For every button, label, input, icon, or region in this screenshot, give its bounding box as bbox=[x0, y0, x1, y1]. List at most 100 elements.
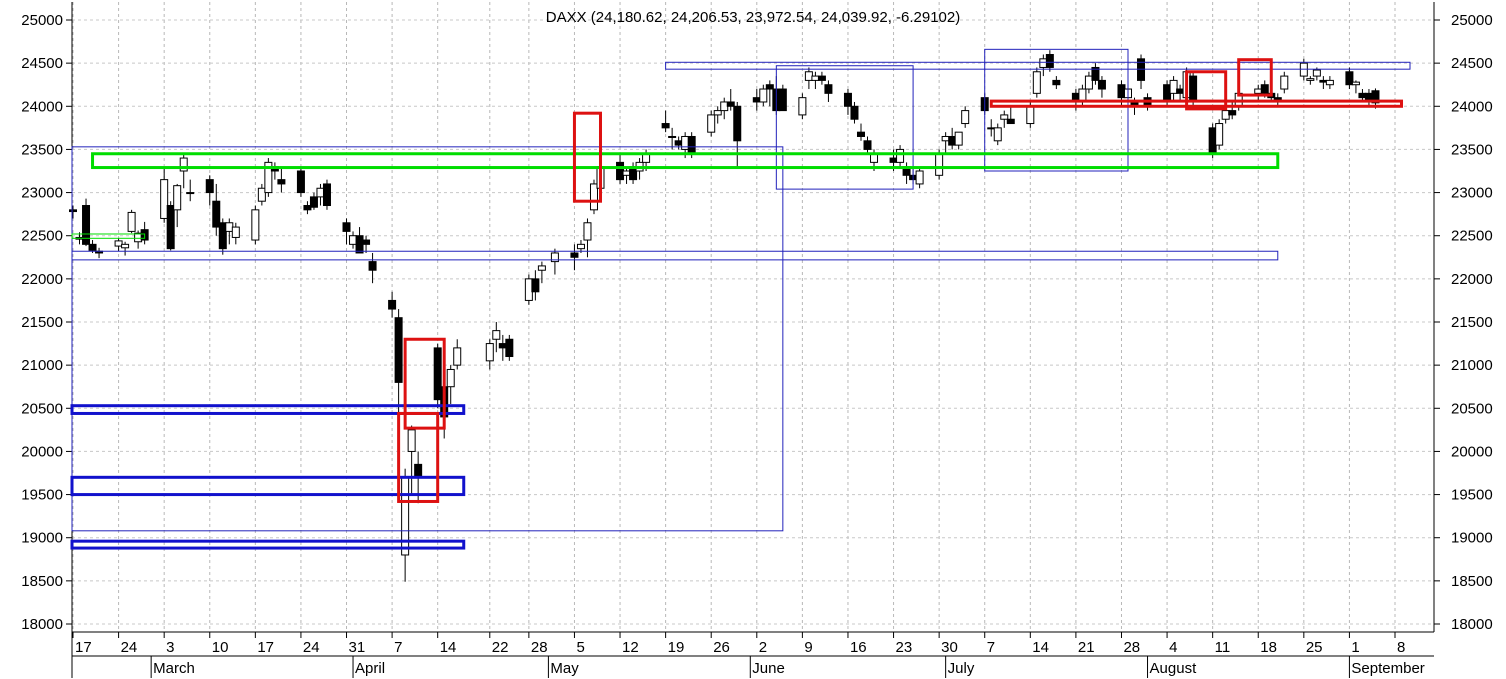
candle bbox=[394, 309, 403, 417]
candle bbox=[1364, 89, 1373, 107]
y-tick-label-right: 18500 bbox=[1451, 573, 1493, 590]
candle-body-down bbox=[505, 338, 514, 358]
candle-body-down bbox=[616, 161, 625, 181]
candle bbox=[316, 183, 325, 206]
candle bbox=[1091, 63, 1100, 85]
candle bbox=[95, 247, 104, 259]
candle bbox=[1169, 76, 1178, 102]
candle-body-up bbox=[589, 183, 598, 211]
candle bbox=[160, 166, 169, 223]
candle-body-up bbox=[1254, 88, 1263, 94]
candle-body-down bbox=[1045, 54, 1054, 68]
zone-rectangle bbox=[71, 250, 1279, 261]
candle-body-up bbox=[954, 131, 963, 146]
candle bbox=[401, 468, 410, 582]
candle bbox=[218, 218, 227, 255]
y-tick-label-left: 20000 bbox=[21, 443, 63, 460]
candle-body-up bbox=[160, 179, 169, 219]
candle-body-down bbox=[414, 463, 423, 478]
candle-body-down bbox=[1319, 79, 1328, 83]
chart-title: DAXX (24,180.62, 24,206.53, 23,972.54, 2… bbox=[546, 9, 961, 26]
candle bbox=[342, 218, 351, 245]
candle bbox=[629, 162, 638, 184]
candle-body-up bbox=[896, 148, 905, 163]
x-tick-label: 10 bbox=[212, 639, 229, 656]
zone-rectangle bbox=[665, 61, 1411, 70]
candle bbox=[453, 339, 462, 370]
candle-body-down bbox=[433, 347, 442, 401]
candle-body-up bbox=[492, 330, 501, 340]
candle-body-up bbox=[707, 114, 716, 133]
candle-body-up bbox=[401, 476, 410, 556]
y-tick-label-right: 19000 bbox=[1451, 530, 1493, 547]
candle-body-up bbox=[485, 343, 494, 362]
candle bbox=[492, 322, 501, 353]
candle-body-down bbox=[889, 157, 898, 163]
candle bbox=[1176, 84, 1185, 102]
candle bbox=[765, 80, 774, 107]
candle bbox=[69, 205, 77, 219]
candle bbox=[622, 166, 631, 184]
x-month-label: June bbox=[752, 660, 785, 677]
y-tick-label-left: 25000 bbox=[21, 12, 63, 29]
candle-body-down bbox=[1371, 90, 1380, 104]
candle bbox=[355, 227, 364, 254]
candle bbox=[179, 153, 188, 189]
candle-body-down bbox=[733, 105, 742, 142]
candle bbox=[570, 244, 579, 271]
candle bbox=[121, 241, 130, 256]
candle bbox=[303, 201, 312, 215]
x-tick-label: 7 bbox=[987, 639, 995, 656]
candle-body-up bbox=[225, 222, 234, 232]
candle bbox=[843, 89, 852, 115]
candle-body-up bbox=[1000, 114, 1009, 120]
candle bbox=[1319, 76, 1328, 90]
candle bbox=[433, 343, 442, 409]
candle-body-up bbox=[1169, 79, 1178, 94]
candle bbox=[498, 334, 507, 361]
zone-rectangle bbox=[70, 475, 466, 497]
candle-body-down bbox=[212, 200, 221, 228]
candle-body-down bbox=[1163, 84, 1172, 103]
candle-body-down bbox=[309, 196, 318, 208]
candle bbox=[1137, 54, 1146, 90]
candle-body-down bbox=[1117, 84, 1126, 99]
candle bbox=[264, 158, 273, 197]
y-tick-label-left: 20500 bbox=[21, 400, 63, 417]
candle bbox=[1052, 76, 1061, 90]
candle bbox=[134, 230, 143, 249]
candle bbox=[1345, 67, 1354, 90]
candle-body-down bbox=[1097, 79, 1106, 90]
candle-body-down bbox=[765, 84, 774, 90]
zone-rectangle bbox=[989, 99, 1404, 108]
candle bbox=[1032, 67, 1041, 98]
y-tick-label-left: 24000 bbox=[21, 98, 63, 115]
candle-body-down bbox=[687, 135, 696, 155]
x-tick-label: 17 bbox=[257, 639, 274, 656]
candle bbox=[82, 198, 91, 247]
candle-body-up bbox=[798, 97, 807, 116]
candle bbox=[726, 89, 735, 111]
zone-rectangle bbox=[397, 411, 440, 503]
y-tick-label-left: 23000 bbox=[21, 185, 63, 202]
x-month-label: April bbox=[355, 660, 385, 677]
candle-body-down bbox=[498, 343, 507, 349]
candle-body-up bbox=[349, 235, 358, 245]
candle bbox=[1006, 106, 1015, 125]
candle-body-down bbox=[394, 317, 403, 383]
x-month-label: August bbox=[1150, 660, 1198, 677]
candle-body-down bbox=[69, 209, 77, 213]
x-tick-label: 22 bbox=[492, 639, 509, 656]
candle bbox=[270, 162, 279, 180]
candle-body-down bbox=[322, 183, 331, 207]
candle bbox=[798, 93, 807, 120]
candle-body-up bbox=[961, 110, 970, 125]
zone-rectangle bbox=[984, 48, 1129, 172]
candle-body-down bbox=[661, 123, 670, 129]
candle-body-up bbox=[811, 75, 820, 81]
candle-body-up bbox=[316, 187, 325, 198]
candle-body-down bbox=[205, 179, 214, 194]
y-tick-label-right: 19500 bbox=[1451, 487, 1493, 504]
candle-body-up bbox=[583, 222, 592, 241]
